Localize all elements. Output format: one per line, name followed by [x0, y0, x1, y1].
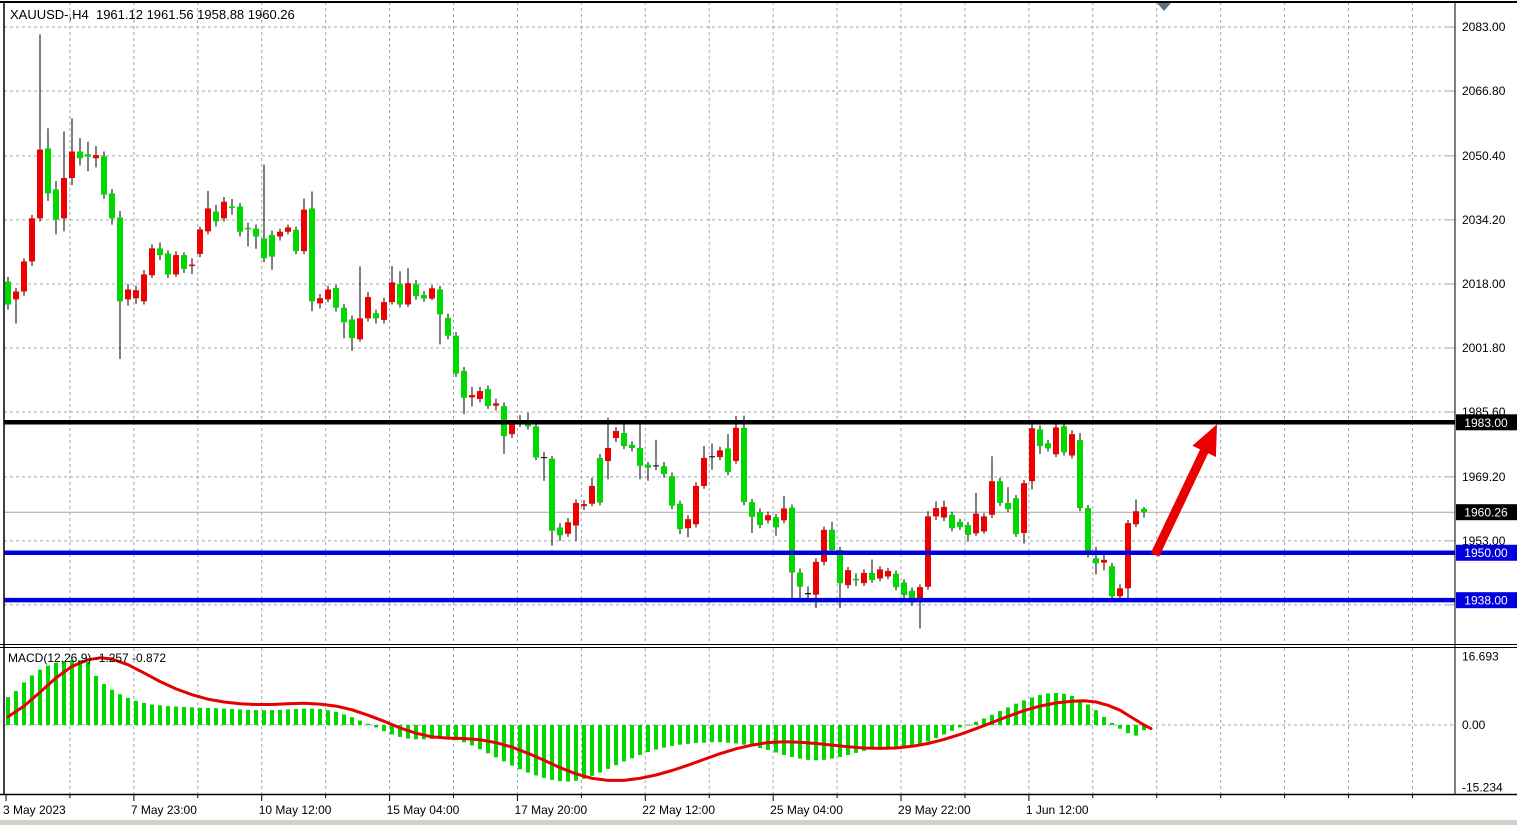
macd-tick-label: 0.00	[1462, 718, 1486, 732]
macd-indicator-label: MACD(12,26,9) -1.257 -0.872	[8, 651, 167, 665]
scroll-down-icon	[1157, 3, 1171, 11]
time-tick-label: 15 May 04:00	[387, 803, 460, 817]
time-axis: 3 May 2023 7 May 23:00 10 May 12:00 15 May …	[3, 795, 1413, 817]
time-tick-label: 1 Jun 12:00	[1026, 803, 1089, 817]
price-badge	[1456, 544, 1517, 561]
symbol-ohlc-title: XAUUSD-,H4 1961.12 1961.56 1958.88 1960.…	[10, 7, 295, 22]
price-tick-label: 2050.40	[1462, 149, 1506, 163]
macd-signal-line	[6, 656, 1153, 782]
price-badge-label: 1983.00	[1464, 416, 1508, 430]
price-tick-label: 1953.00	[1462, 534, 1506, 548]
time-tick-label: 29 May 22:00	[898, 803, 971, 817]
price-tick-label: 1969.20	[1462, 470, 1506, 484]
time-tick-label: 3 May 2023	[3, 803, 66, 817]
price-badge-label: 1960.26	[1464, 506, 1508, 520]
price-tick-label: 2018.00	[1462, 277, 1506, 291]
time-tick-label: 10 May 12:00	[259, 803, 332, 817]
price-badge	[1456, 592, 1517, 609]
price-tick-label: 2083.00	[1462, 20, 1506, 34]
price-tick-label: 2034.20	[1462, 213, 1506, 227]
trend-arrow[interactable]	[1150, 424, 1217, 557]
price-badge	[1456, 504, 1517, 521]
macd-tick-label: 16.693	[1462, 650, 1499, 664]
grid-lines	[4, 2, 1455, 794]
price-badge-label: 1938.00	[1464, 594, 1508, 608]
price-axis: 2083.00 2066.80 2050.40 2034.20 2018.00 2001.…	[1456, 20, 1517, 794]
macd-histogram	[6, 660, 1146, 782]
macd-tick-label: -15.234	[1462, 780, 1503, 794]
price-badge-label: 1950.00	[1464, 546, 1508, 560]
time-tick-label: 25 May 04:00	[770, 803, 843, 817]
time-tick-label: 7 May 23:00	[131, 803, 197, 817]
price-badge	[1456, 414, 1517, 431]
time-tick-label: 17 May 20:00	[514, 803, 587, 817]
candlestick-series	[5, 34, 1147, 629]
price-tick-label: 2066.80	[1462, 84, 1506, 98]
time-tick-label: 22 May 12:00	[642, 803, 715, 817]
price-tick-label: 2001.80	[1462, 341, 1506, 355]
